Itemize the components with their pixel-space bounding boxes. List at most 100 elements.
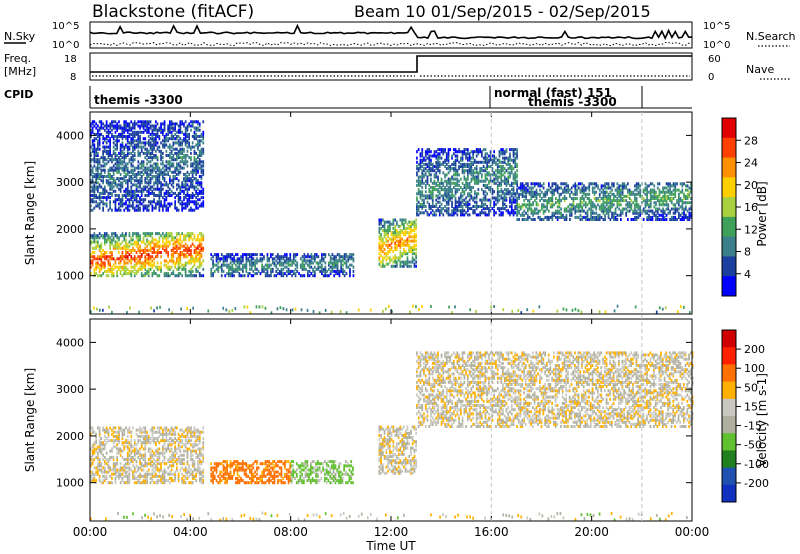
- heatmap-cell: [186, 189, 189, 193]
- heatmap-cell: [431, 169, 434, 173]
- heatmap-cell: [505, 156, 508, 160]
- heatmap-cell: [321, 265, 323, 269]
- heatmap-cell: [177, 246, 180, 250]
- heatmap-cell: [408, 239, 410, 243]
- heatmap-cell: [292, 269, 295, 273]
- heatmap-cell: [606, 190, 608, 194]
- heatmap-cell: [198, 265, 201, 269]
- heatmap-cell: [144, 263, 147, 267]
- heatmap-cell: [567, 188, 569, 192]
- heatmap-cell: [109, 181, 111, 185]
- heatmap-cell: [200, 242, 203, 246]
- heatmap-cell: [147, 234, 150, 238]
- heatmap-cell: [114, 242, 117, 246]
- heatmap-cell: [139, 170, 141, 174]
- heatmap-cell: [579, 203, 582, 207]
- heatmap-cell: [229, 267, 232, 271]
- heatmap-cell: [602, 190, 605, 194]
- heatmap-cell: [142, 137, 145, 141]
- heatmap-cell: [491, 179, 494, 183]
- heatmap-cell: [287, 269, 290, 273]
- heatmap-cell: [174, 236, 176, 240]
- heatmap-cell: [177, 255, 180, 259]
- heatmap-cell: [401, 260, 403, 264]
- heatmap-cell: [147, 168, 150, 172]
- heatmap-cell: [158, 240, 161, 244]
- heatmap-cell: [433, 213, 436, 217]
- heatmap-cell: [198, 141, 201, 145]
- heatmap-cell: [275, 259, 278, 263]
- heatmap-cell: [184, 261, 187, 265]
- heatmap-cell: [125, 187, 127, 191]
- heatmap-cell: [212, 272, 214, 276]
- heatmap-cell: [484, 156, 487, 160]
- heatmap-cell: [500, 160, 503, 164]
- heatmap-cell: [147, 130, 150, 134]
- heatmap-cell: [551, 205, 554, 209]
- heatmap-cell: [112, 181, 115, 185]
- heatmap-cell: [190, 232, 192, 236]
- heatmap-cell: [149, 124, 152, 128]
- heatmap-cell: [132, 122, 134, 126]
- heatmap-cell: [179, 151, 182, 155]
- heatmap-cell: [440, 181, 443, 185]
- heatmap-cell: [417, 207, 420, 211]
- heatmap-cell: [176, 177, 178, 181]
- heatmap-cell: [454, 188, 457, 192]
- heatmap-cell: [514, 152, 517, 156]
- heatmap-cell: [271, 267, 274, 271]
- heatmap-cell: [551, 218, 554, 221]
- heatmap-cell: [238, 261, 241, 265]
- heatmap-cell: [95, 122, 97, 126]
- heatmap-cell: [147, 194, 150, 197]
- heatmap-cell: [658, 218, 661, 221]
- heatmap-cell: [486, 160, 488, 164]
- heatmap-cell: [454, 150, 457, 154]
- heatmap-cell: [579, 218, 582, 221]
- heatmap-cell: [378, 248, 381, 251]
- heatmap-cell: [493, 211, 495, 215]
- heatmap-cell: [607, 211, 610, 215]
- heatmap-cell: [149, 147, 152, 151]
- heatmap-cell: [254, 265, 256, 269]
- heatmap-cell: [128, 259, 131, 263]
- heatmap-cell: [202, 234, 205, 238]
- heatmap-cell: [95, 149, 97, 153]
- heatmap-cell: [183, 248, 185, 252]
- heatmap-cell: [153, 263, 155, 267]
- heatmap-cell: [527, 184, 529, 188]
- heatmap-cell: [202, 151, 205, 155]
- heatmap-cell: [588, 182, 591, 186]
- heatmap-cell: [210, 269, 213, 273]
- heatmap-cell: [142, 198, 145, 202]
- heatmap-cell: [135, 189, 138, 193]
- heatmap-cell: [147, 189, 150, 193]
- heatmap-cell: [125, 194, 127, 197]
- heatmap-cell: [128, 272, 131, 276]
- heatmap-cell: [188, 179, 190, 183]
- heatmap-cell: [488, 213, 490, 217]
- heatmap-cell: [453, 152, 455, 156]
- heatmap-cell: [245, 253, 248, 257]
- heatmap-cell: [458, 209, 460, 213]
- heatmap-cell: [491, 190, 494, 194]
- heatmap-cell: [488, 165, 490, 168]
- heatmap-cell: [98, 120, 101, 124]
- heatmap-cell: [477, 179, 480, 183]
- heatmap-cell: [486, 152, 488, 156]
- heatmap-cell: [102, 234, 104, 238]
- heatmap-cell: [431, 205, 434, 208]
- heatmap-cell: [172, 185, 175, 189]
- heatmap-cell: [128, 198, 131, 202]
- heatmap-cell: [518, 218, 520, 221]
- heatmap-cell: [525, 218, 527, 221]
- heatmap-cell: [475, 169, 478, 173]
- heatmap-cell: [484, 179, 487, 183]
- heatmap-cell: [97, 147, 99, 151]
- heatmap-cell: [169, 177, 171, 181]
- heatmap-cell: [498, 165, 501, 168]
- heatmap-cell: [104, 189, 106, 193]
- heatmap-cell: [282, 255, 285, 259]
- heatmap-cell: [165, 234, 168, 238]
- heatmap-cell: [130, 143, 133, 147]
